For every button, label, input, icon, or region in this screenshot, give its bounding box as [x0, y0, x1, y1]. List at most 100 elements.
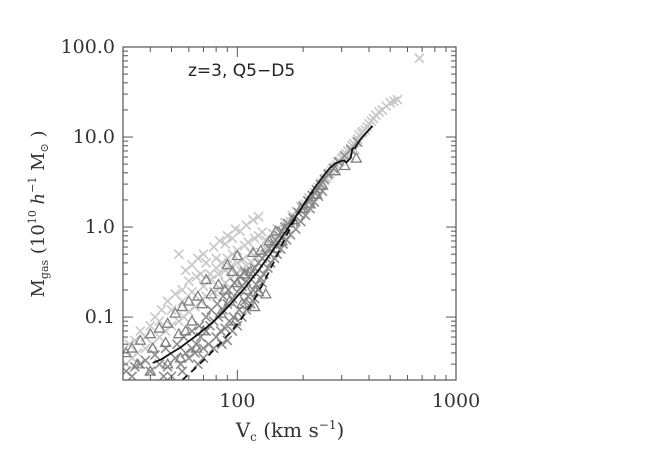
cross-point-dark-56 — [228, 312, 239, 323]
cross-point-light-74 — [257, 226, 268, 238]
cross-point-light-106 — [225, 261, 236, 273]
cross-point-light-76 — [214, 235, 225, 247]
triangle-point-27 — [144, 327, 157, 339]
triangle-point-23 — [176, 300, 189, 312]
cross-point-light-87 — [195, 269, 206, 280]
triangle-point-4 — [310, 188, 323, 199]
triangle-point-38 — [172, 327, 185, 339]
cross-point-dark-96 — [140, 355, 151, 366]
y-tick-label-3: 100.0 — [61, 36, 115, 58]
triangle-point-11 — [254, 244, 267, 255]
cross-point-light-99 — [166, 304, 177, 316]
cross-point-light-0 — [414, 53, 425, 64]
cross-point-dark-98 — [160, 343, 171, 354]
cross-point-light-93 — [145, 320, 156, 331]
triangle-point-1 — [338, 159, 351, 171]
cross-point-light-85 — [211, 253, 222, 264]
cross-point-light-133 — [370, 110, 381, 121]
cross-point-light-89 — [177, 284, 188, 296]
cross-point-dark-3 — [145, 366, 156, 377]
cross-point-light-62 — [183, 276, 194, 287]
axis-ticks — [122, 46, 457, 381]
triangle-point-34 — [252, 285, 265, 297]
y-tick-label-1: 1.0 — [85, 216, 115, 238]
cross-point-light-71 — [243, 237, 254, 248]
triangle-point-47 — [174, 351, 187, 363]
triangle-point-33 — [235, 297, 249, 309]
series-triangles — [123, 152, 363, 376]
cross-point-dark-76 — [309, 196, 320, 208]
triangle-point-51 — [231, 249, 244, 261]
triangle-point-30 — [123, 346, 133, 358]
cross-point-dark-101 — [186, 325, 198, 337]
cross-point-light-84 — [230, 223, 241, 235]
triangle-point-12 — [246, 246, 260, 258]
triangle-point-5 — [303, 197, 317, 209]
cross-point-dark-64 — [262, 263, 273, 274]
triangle-point-52 — [221, 258, 234, 270]
cross-point-dark-92 — [177, 366, 188, 377]
cross-point-light-86 — [201, 257, 212, 268]
cross-point-light-82 — [253, 211, 264, 222]
triangle-point-21 — [191, 290, 204, 301]
cross-point-light-103 — [206, 274, 217, 285]
cross-point-dark-73 — [295, 216, 306, 227]
cross-point-dark-103 — [201, 312, 212, 323]
cross-point-light-131 — [362, 121, 373, 132]
triangle-point-53 — [269, 242, 282, 253]
cross-point-dark-105 — [212, 298, 223, 309]
y-tick-label-0: 0.1 — [85, 306, 115, 328]
cross-point-dark-54 — [220, 323, 231, 334]
triangle-point-24 — [169, 307, 182, 318]
cross-point-light-136 — [388, 96, 399, 107]
triangle-point-44 — [248, 300, 261, 312]
triangle-point-37 — [179, 324, 192, 336]
cross-point-dark-52 — [211, 331, 222, 343]
cross-point-light-81 — [247, 214, 259, 225]
cross-point-dark-57 — [234, 304, 245, 316]
cross-point-dark-49 — [189, 347, 201, 358]
cross-point-dark-89 — [208, 343, 219, 354]
triangle-point-29 — [125, 341, 139, 353]
cross-point-light-68 — [227, 249, 238, 260]
cross-point-dark-86 — [257, 277, 268, 288]
cross-point-light-101 — [186, 286, 198, 298]
cross-point-dark-94 — [158, 371, 169, 380]
triangle-point-25 — [161, 317, 174, 328]
series-lines — [152, 125, 374, 380]
triangle-point-40 — [146, 341, 159, 353]
triangle-point-28 — [134, 334, 147, 345]
triangle-point-6 — [294, 202, 307, 214]
cross-point-light-98 — [154, 316, 165, 327]
cross-point-dark-75 — [304, 203, 316, 214]
cross-point-dark-95 — [129, 361, 140, 372]
cross-point-light-90 — [162, 296, 173, 307]
cross-point-light-57 — [173, 249, 184, 260]
cross-point-light-80 — [241, 220, 252, 231]
chart-annotation: z=3, Q5−D5 — [188, 61, 295, 81]
triangle-point-42 — [197, 324, 210, 336]
triangle-point-17 — [219, 283, 232, 295]
cross-point-light-77 — [220, 238, 231, 249]
triangle-point-13 — [244, 265, 257, 276]
triangle-point-20 — [200, 273, 213, 285]
triangle-point-18 — [212, 278, 225, 289]
x-axis-title: Vc (km s−1) — [235, 418, 345, 444]
triangle-point-22 — [182, 294, 195, 306]
triangle-point-15 — [231, 276, 244, 288]
triangle-point-3 — [316, 179, 329, 190]
cross-point-light-132 — [366, 116, 377, 127]
tick-labels: 100 1000 0.1 1.0 10.0 100.0 — [61, 36, 481, 412]
plot-area — [123, 53, 425, 380]
y-axis-title: Mgas (1010 h−1 M⊙ ) — [26, 130, 51, 297]
cross-point-light-60 — [192, 253, 203, 264]
cross-point-dark-91 — [192, 359, 203, 370]
cross-point-light-48 — [173, 316, 184, 327]
triangle-point-39 — [159, 336, 172, 348]
y-tick-label-2: 10.0 — [73, 126, 115, 148]
series-light-crosses — [123, 53, 425, 370]
triangle-point-19 — [205, 287, 218, 299]
triangle-point-26 — [153, 322, 166, 333]
solid-median-line — [152, 125, 374, 364]
